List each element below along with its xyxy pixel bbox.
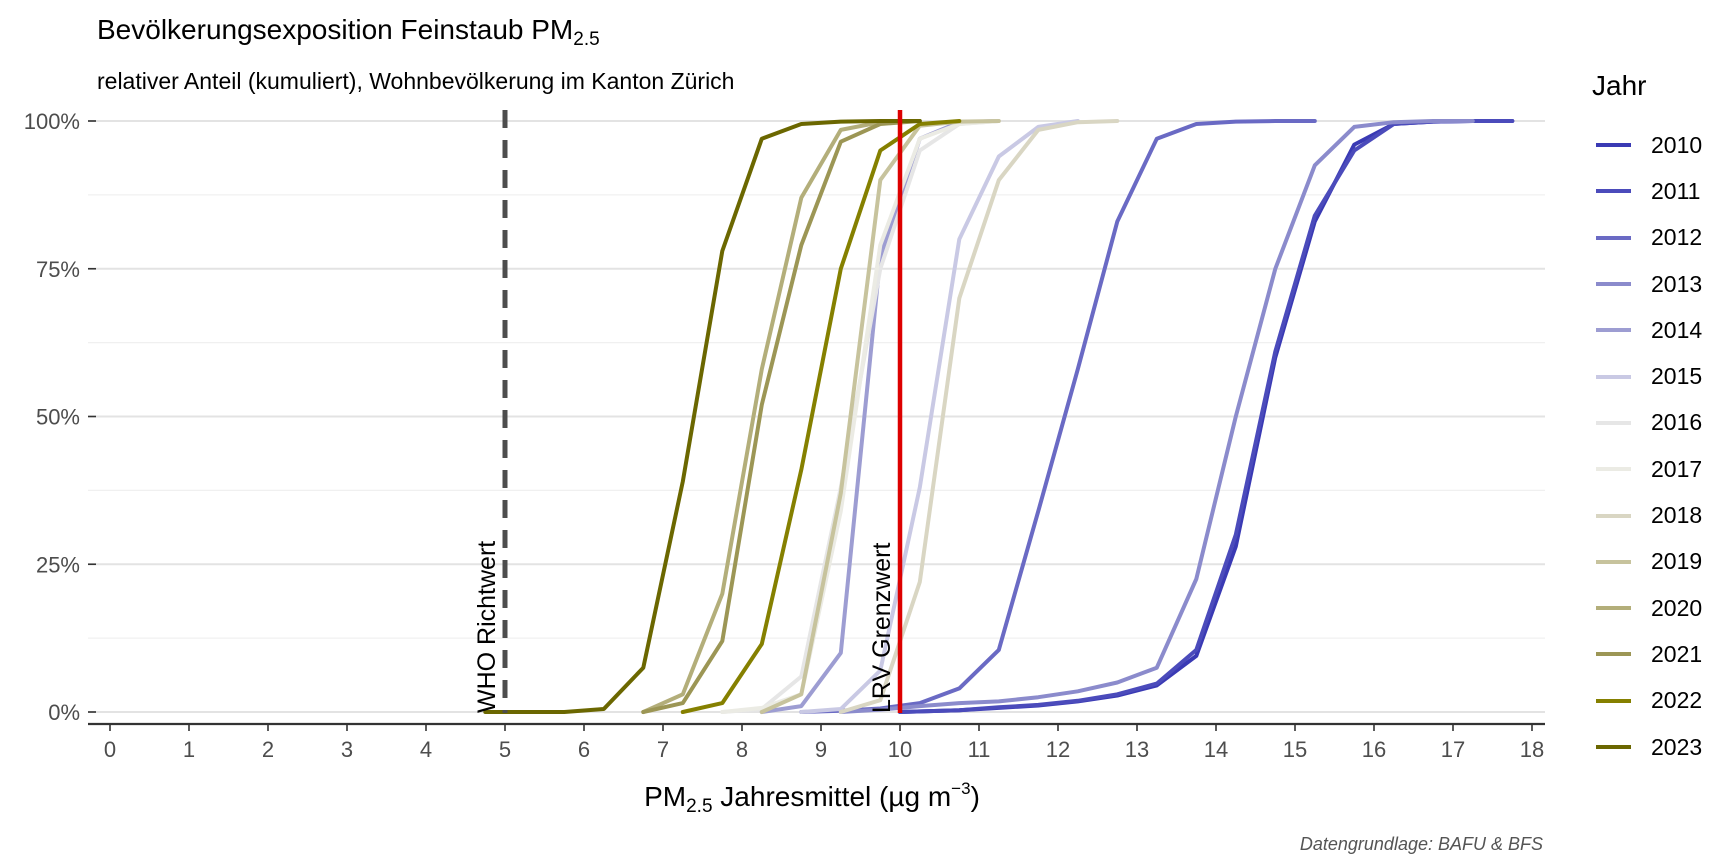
chart-title-subscript: 2.5 [573, 29, 600, 50]
x-tick-label: 15 [1283, 737, 1307, 762]
legend-item-2022: 2022 [1596, 678, 1702, 724]
legend-item-2018: 2018 [1596, 492, 1702, 538]
legend-item-2011: 2011 [1596, 168, 1702, 214]
legend-key [1596, 143, 1631, 148]
y-tick-label: 50% [36, 405, 80, 430]
legend: 2010 2011 2012 2013 2014 2015 2016 2017 2018 2019… [1596, 122, 1702, 770]
legend-item-2016: 2016 [1596, 400, 1702, 446]
who-reference-label: WHO Richtwert [473, 541, 501, 713]
series-line-2021 [641, 119, 922, 714]
x-tick-label: 7 [657, 737, 669, 762]
legend-key [1596, 282, 1631, 287]
legend-key [1596, 235, 1631, 240]
x-axis-label: PM2.5 Jahresmittel (µg m−3) [0, 779, 1644, 818]
legend-item-2012: 2012 [1596, 215, 1702, 261]
legend-label: 2014 [1651, 316, 1703, 343]
series-line-2022 [680, 119, 962, 714]
x-tick-label: 13 [1125, 737, 1149, 762]
legend-key [1596, 698, 1631, 703]
x-tick-label: 1 [183, 737, 195, 762]
legend-key [1596, 420, 1631, 425]
x-axis-label-pre: PM [644, 781, 687, 812]
x-tick-label: 11 [968, 737, 991, 762]
legend-key [1596, 374, 1631, 379]
y-tick-label: 75% [36, 257, 80, 282]
y-tick-label: 100% [24, 109, 80, 134]
series-line-2020 [641, 119, 922, 714]
x-tick-label: 9 [815, 737, 827, 762]
legend-key [1596, 745, 1631, 749]
x-tick-label: 3 [341, 737, 353, 762]
legend-item-2019: 2019 [1596, 539, 1702, 585]
y-tick-label: 25% [36, 552, 80, 577]
legend-key [1596, 189, 1631, 194]
series-line-2013 [838, 119, 1475, 714]
x-tick-label: 2 [262, 737, 274, 762]
legend-key [1596, 328, 1631, 333]
x-axis-label-subscript: 2.5 [686, 796, 713, 817]
series-line-2018 [838, 119, 1120, 714]
legend-item-2017: 2017 [1596, 446, 1702, 492]
x-tick-label: 12 [1046, 737, 1070, 762]
legend-item-2014: 2014 [1596, 307, 1702, 353]
series-line-2017 [720, 119, 1001, 714]
legend-item-2013: 2013 [1596, 261, 1702, 307]
legend-label: 2019 [1651, 548, 1703, 575]
chart-title: Bevölkerungsexposition Feinstaub PM2.5 [97, 14, 600, 51]
x-tick-label: 18 [1520, 737, 1544, 762]
legend-item-2010: 2010 [1596, 122, 1702, 168]
x-tick-label: 8 [736, 737, 748, 762]
legend-key [1596, 606, 1631, 611]
x-tick-label: 4 [420, 737, 432, 762]
legend-key [1596, 467, 1631, 472]
x-tick-label: 6 [578, 737, 590, 762]
legend-item-2021: 2021 [1596, 631, 1702, 677]
legend-item-2020: 2020 [1596, 585, 1702, 631]
legend-label: 2015 [1651, 363, 1703, 390]
legend-label: 2020 [1651, 594, 1703, 621]
legend-item-2015: 2015 [1596, 353, 1702, 399]
x-axis-label-superscript: −3 [951, 779, 971, 798]
chart-subtitle: relativer Anteil (kumuliert), Wohnbevölk… [97, 68, 735, 94]
legend-key [1596, 513, 1631, 518]
x-tick-label: 10 [888, 737, 912, 762]
legend-label: 2021 [1651, 640, 1703, 667]
series-line-2023 [483, 119, 922, 714]
legend-label: 2013 [1651, 270, 1703, 297]
legend-key [1596, 652, 1631, 657]
legend-label: 2017 [1651, 455, 1703, 482]
legend-item-2023: 2023 [1596, 724, 1702, 770]
x-tick-label: 5 [499, 737, 511, 762]
series-line-2015 [799, 119, 1080, 714]
legend-label: 2012 [1651, 224, 1703, 251]
legend-label: 2011 [1651, 177, 1701, 204]
chart-title-text: Bevölkerungsexposition Feinstaub PM [97, 14, 574, 45]
legend-label: 2023 [1651, 733, 1703, 760]
data-source-caption: Datengrundlage: BAFU & BFS [1299, 834, 1543, 854]
x-tick-label: 17 [1441, 737, 1465, 762]
x-tick-label: 14 [1204, 737, 1228, 762]
x-tick-label: 16 [1362, 737, 1386, 762]
y-tick-label: 0% [48, 700, 80, 725]
x-tick-label: 0 [104, 737, 116, 762]
x-axis-label-mid: Jahresmittel (µg m [712, 781, 952, 812]
legend-label: 2022 [1651, 687, 1703, 714]
legend-label: 2016 [1651, 409, 1703, 436]
x-axis-label-post: ) [970, 781, 980, 812]
legend-label: 2018 [1651, 502, 1703, 529]
legend-label: 2010 [1651, 131, 1703, 158]
legend-title: Jahr [1592, 70, 1647, 101]
legend-key [1596, 559, 1631, 564]
lrv-reference-label: LRV Grenzwert [868, 543, 896, 713]
